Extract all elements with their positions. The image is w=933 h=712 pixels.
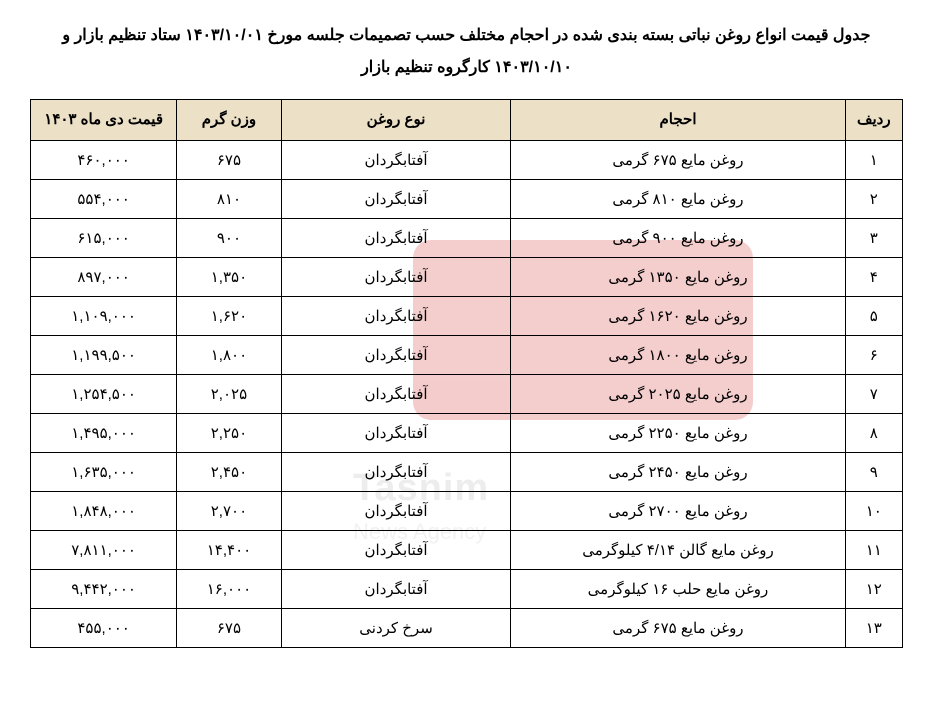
cell-type: آفتابگردان: [281, 492, 511, 531]
table-row: ۱۰روغن مایع ۲۷۰۰ گرمیآفتابگردان۲,۷۰۰۱,۸۴…: [31, 492, 903, 531]
cell-type: آفتابگردان: [281, 570, 511, 609]
cell-weight: ۸۱۰: [177, 180, 281, 219]
cell-index: ۳: [845, 219, 902, 258]
cell-price: ۱,۸۴۸,۰۰۰: [31, 492, 177, 531]
cell-weight: ۲,۴۵۰: [177, 453, 281, 492]
cell-price: ۹,۴۴۲,۰۰۰: [31, 570, 177, 609]
cell-index: ۱۰: [845, 492, 902, 531]
cell-weight: ۱۶,۰۰۰: [177, 570, 281, 609]
table-row: ۸روغن مایع ۲۲۵۰ گرمیآفتابگردان۲,۲۵۰۱,۴۹۵…: [31, 414, 903, 453]
cell-price: ۱,۱۰۹,۰۰۰: [31, 297, 177, 336]
cell-type: آفتابگردان: [281, 531, 511, 570]
cell-weight: ۱,۶۲۰: [177, 297, 281, 336]
title-line-2: ۱۴۰۳/۱۰/۱۰ کارگروه تنظیم بازار: [361, 59, 572, 76]
cell-index: ۵: [845, 297, 902, 336]
cell-type: آفتابگردان: [281, 258, 511, 297]
cell-type: آفتابگردان: [281, 375, 511, 414]
table-row: ۱روغن مایع ۶۷۵ گرمیآفتابگردان۶۷۵۴۶۰,۰۰۰: [31, 141, 903, 180]
cell-type: آفتابگردان: [281, 219, 511, 258]
table-row: ۹روغن مایع ۲۴۵۰ گرمیآفتابگردان۲,۴۵۰۱,۶۳۵…: [31, 453, 903, 492]
cell-size: روغن مایع ۱۳۵۰ گرمی: [511, 258, 845, 297]
cell-price: ۷,۸۱۱,۰۰۰: [31, 531, 177, 570]
table-row: ۱۳روغن مایع ۶۷۵ گرمیسرخ کردنی۶۷۵۴۵۵,۰۰۰: [31, 609, 903, 648]
cell-size: روغن مایع ۲۴۵۰ گرمی: [511, 453, 845, 492]
table-header-row: ردیف احجام نوع روغن وزن گرم قیمت دی ماه …: [31, 100, 903, 141]
cell-index: ۴: [845, 258, 902, 297]
cell-size: روغن مایع ۶۷۵ گرمی: [511, 141, 845, 180]
cell-size: روغن مایع ۸۱۰ گرمی: [511, 180, 845, 219]
cell-price: ۴۶۰,۰۰۰: [31, 141, 177, 180]
table-row: ۱۱روغن مایع گالن ۴/۱۴ کیلوگرمیآفتابگردان…: [31, 531, 903, 570]
cell-price: ۶۱۵,۰۰۰: [31, 219, 177, 258]
cell-size: روغن مایع ۱۶۲۰ گرمی: [511, 297, 845, 336]
cell-size: روغن مایع حلب ۱۶ کیلوگرمی: [511, 570, 845, 609]
cell-index: ۸: [845, 414, 902, 453]
cell-price: ۱,۲۵۴,۵۰۰: [31, 375, 177, 414]
cell-weight: ۶۷۵: [177, 609, 281, 648]
cell-index: ۱۳: [845, 609, 902, 648]
cell-index: ۱۲: [845, 570, 902, 609]
cell-weight: ۹۰۰: [177, 219, 281, 258]
col-header-size: احجام: [511, 100, 845, 141]
col-header-weight: وزن گرم: [177, 100, 281, 141]
cell-size: روغن مایع ۲۲۵۰ گرمی: [511, 414, 845, 453]
cell-price: ۱,۴۹۵,۰۰۰: [31, 414, 177, 453]
cell-price: ۱,۶۳۵,۰۰۰: [31, 453, 177, 492]
cell-index: ۱: [845, 141, 902, 180]
cell-price: ۱,۱۹۹,۵۰۰: [31, 336, 177, 375]
cell-size: روغن مایع ۲۷۰۰ گرمی: [511, 492, 845, 531]
cell-type: سرخ کردنی: [281, 609, 511, 648]
cell-weight: ۱,۳۵۰: [177, 258, 281, 297]
cell-index: ۶: [845, 336, 902, 375]
table-row: ۱۲روغن مایع حلب ۱۶ کیلوگرمیآفتابگردان۱۶,…: [31, 570, 903, 609]
page-title: جدول قیمت انواع روغن نباتی بسته بندی شده…: [30, 20, 903, 84]
cell-index: ۲: [845, 180, 902, 219]
cell-size: روغن مایع ۹۰۰ گرمی: [511, 219, 845, 258]
table-row: ۶روغن مایع ۱۸۰۰ گرمیآفتابگردان۱,۸۰۰۱,۱۹۹…: [31, 336, 903, 375]
cell-size: روغن مایع ۲۰۲۵ گرمی: [511, 375, 845, 414]
cell-weight: ۲,۰۲۵: [177, 375, 281, 414]
cell-size: روغن مایع گالن ۴/۱۴ کیلوگرمی: [511, 531, 845, 570]
cell-price: ۸۹۷,۰۰۰: [31, 258, 177, 297]
table-row: ۷روغن مایع ۲۰۲۵ گرمیآفتابگردان۲,۰۲۵۱,۲۵۴…: [31, 375, 903, 414]
cell-type: آفتابگردان: [281, 297, 511, 336]
cell-weight: ۱,۸۰۰: [177, 336, 281, 375]
cell-type: آفتابگردان: [281, 180, 511, 219]
table-row: ۳روغن مایع ۹۰۰ گرمیآفتابگردان۹۰۰۶۱۵,۰۰۰: [31, 219, 903, 258]
table-row: ۴روغن مایع ۱۳۵۰ گرمیآفتابگردان۱,۳۵۰۸۹۷,۰…: [31, 258, 903, 297]
cell-type: آفتابگردان: [281, 141, 511, 180]
col-header-type: نوع روغن: [281, 100, 511, 141]
cell-weight: ۲,۷۰۰: [177, 492, 281, 531]
cell-index: ۷: [845, 375, 902, 414]
cell-type: آفتابگردان: [281, 453, 511, 492]
cell-price: ۴۵۵,۰۰۰: [31, 609, 177, 648]
cell-index: ۹: [845, 453, 902, 492]
table-row: ۲روغن مایع ۸۱۰ گرمیآفتابگردان۸۱۰۵۵۴,۰۰۰: [31, 180, 903, 219]
title-line-1: جدول قیمت انواع روغن نباتی بسته بندی شده…: [62, 27, 870, 44]
cell-weight: ۶۷۵: [177, 141, 281, 180]
col-header-index: ردیف: [845, 100, 902, 141]
col-header-price: قیمت دی ماه ۱۴۰۳: [31, 100, 177, 141]
cell-price: ۵۵۴,۰۰۰: [31, 180, 177, 219]
cell-weight: ۲,۲۵۰: [177, 414, 281, 453]
cell-type: آفتابگردان: [281, 414, 511, 453]
cell-weight: ۱۴,۴۰۰: [177, 531, 281, 570]
price-table: ردیف احجام نوع روغن وزن گرم قیمت دی ماه …: [30, 99, 903, 648]
cell-index: ۱۱: [845, 531, 902, 570]
table-row: ۵روغن مایع ۱۶۲۰ گرمیآفتابگردان۱,۶۲۰۱,۱۰۹…: [31, 297, 903, 336]
cell-type: آفتابگردان: [281, 336, 511, 375]
cell-size: روغن مایع ۱۸۰۰ گرمی: [511, 336, 845, 375]
cell-size: روغن مایع ۶۷۵ گرمی: [511, 609, 845, 648]
